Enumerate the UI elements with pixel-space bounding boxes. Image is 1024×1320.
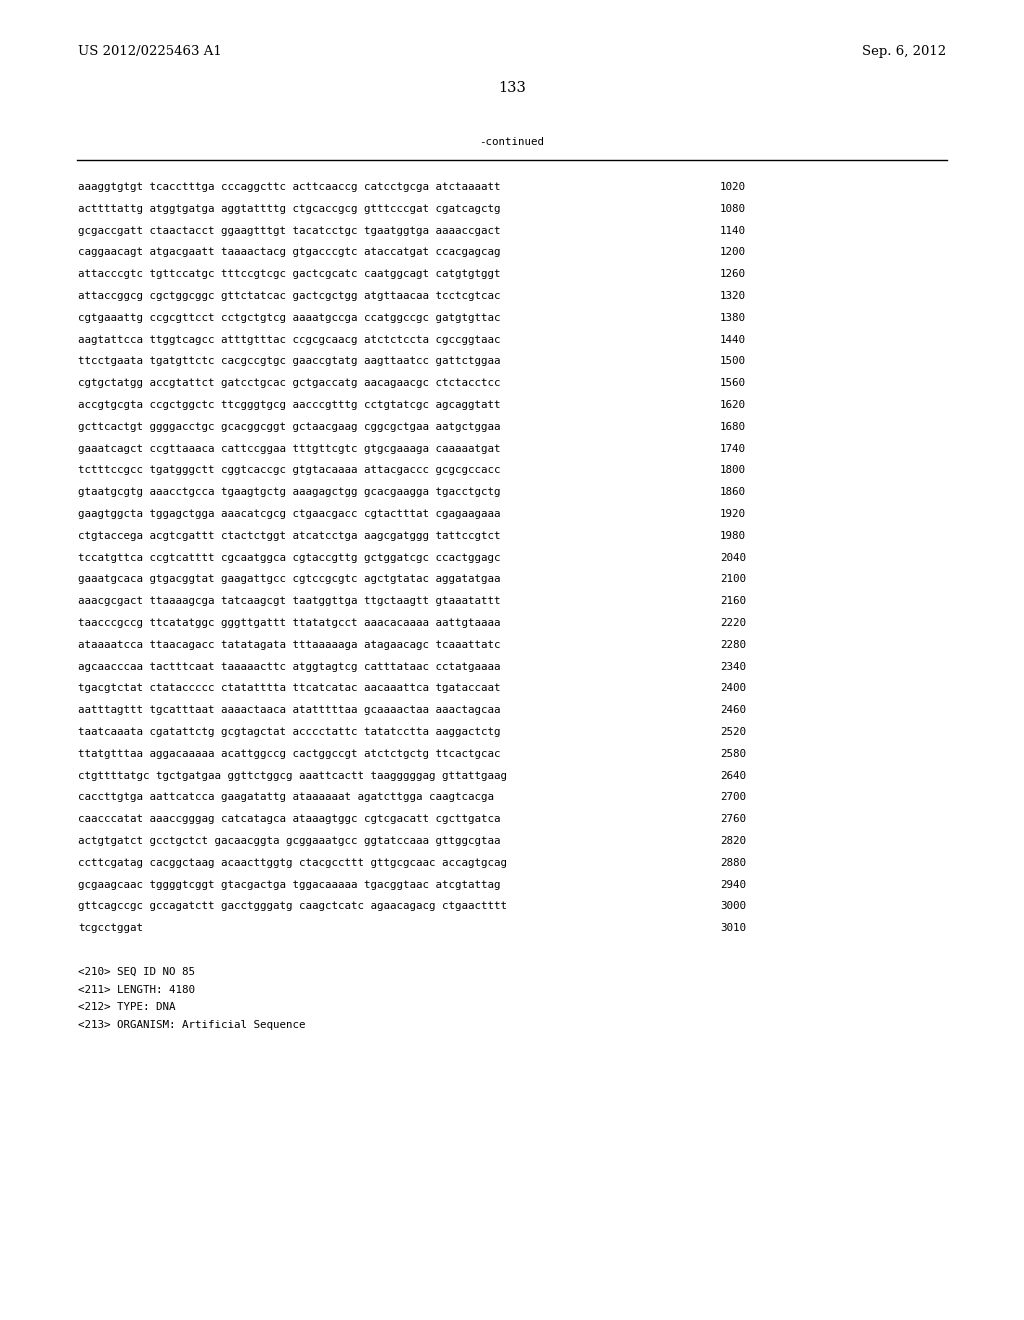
Text: <212> TYPE: DNA: <212> TYPE: DNA: [78, 1002, 175, 1012]
Text: aaacgcgact ttaaaagcga tatcaagcgt taatggttga ttgctaagtt gtaaatattt: aaacgcgact ttaaaagcga tatcaagcgt taatggt…: [78, 597, 501, 606]
Text: aatttagttt tgcatttaat aaaactaaca atatttttaa gcaaaactaa aaactagcaa: aatttagttt tgcatttaat aaaactaaca atatttt…: [78, 705, 501, 715]
Text: gcgaagcaac tggggtcggt gtacgactga tggacaaaaa tgacggtaac atcgtattag: gcgaagcaac tggggtcggt gtacgactga tggacaa…: [78, 879, 501, 890]
Text: 2640: 2640: [720, 771, 746, 780]
Text: gcgaccgatt ctaactacct ggaagtttgt tacatcctgc tgaatggtga aaaaccgact: gcgaccgatt ctaactacct ggaagtttgt tacatcc…: [78, 226, 501, 235]
Text: accgtgcgta ccgctggctc ttcgggtgcg aacccgtttg cctgtatcgc agcaggtatt: accgtgcgta ccgctggctc ttcgggtgcg aacccgt…: [78, 400, 501, 411]
Text: 2280: 2280: [720, 640, 746, 649]
Text: 3010: 3010: [720, 923, 746, 933]
Text: 1320: 1320: [720, 290, 746, 301]
Text: 1440: 1440: [720, 334, 746, 345]
Text: acttttattg atggtgatga aggtattttg ctgcaccgcg gtttcccgat cgatcagctg: acttttattg atggtgatga aggtattttg ctgcacc…: [78, 203, 501, 214]
Text: 1800: 1800: [720, 466, 746, 475]
Text: -continued: -continued: [479, 137, 545, 147]
Text: gtaatgcgtg aaacctgcca tgaagtgctg aaagagctgg gcacgaagga tgacctgctg: gtaatgcgtg aaacctgcca tgaagtgctg aaagagc…: [78, 487, 501, 498]
Text: <210> SEQ ID NO 85: <210> SEQ ID NO 85: [78, 968, 195, 977]
Text: 2460: 2460: [720, 705, 746, 715]
Text: 1500: 1500: [720, 356, 746, 367]
Text: Sep. 6, 2012: Sep. 6, 2012: [862, 45, 946, 58]
Text: attacccgtc tgttccatgc tttccgtcgc gactcgcatc caatggcagt catgtgtggt: attacccgtc tgttccatgc tttccgtcgc gactcgc…: [78, 269, 501, 280]
Text: 2520: 2520: [720, 727, 746, 737]
Text: 2700: 2700: [720, 792, 746, 803]
Text: cgtgctatgg accgtattct gatcctgcac gctgaccatg aacagaacgc ctctacctcc: cgtgctatgg accgtattct gatcctgcac gctgacc…: [78, 379, 501, 388]
Text: 1740: 1740: [720, 444, 746, 454]
Text: ataaaatcca ttaacagacc tatatagata tttaaaaaga atagaacagc tcaaattatc: ataaaatcca ttaacagacc tatatagata tttaaaa…: [78, 640, 501, 649]
Text: 1020: 1020: [720, 182, 746, 191]
Text: ttcctgaata tgatgttctc cacgccgtgc gaaccgtatg aagttaatcc gattctggaa: ttcctgaata tgatgttctc cacgccgtgc gaaccgt…: [78, 356, 501, 367]
Text: agcaacccaa tactttcaat taaaaacttc atggtagtcg catttataac cctatgaaaa: agcaacccaa tactttcaat taaaaacttc atggtag…: [78, 661, 501, 672]
Text: ccttcgatag cacggctaag acaacttggtg ctacgccttt gttgcgcaac accagtgcag: ccttcgatag cacggctaag acaacttggtg ctacgc…: [78, 858, 507, 867]
Text: <213> ORGANISM: Artificial Sequence: <213> ORGANISM: Artificial Sequence: [78, 1019, 305, 1030]
Text: 2220: 2220: [720, 618, 746, 628]
Text: 1200: 1200: [720, 247, 746, 257]
Text: 2580: 2580: [720, 748, 746, 759]
Text: 1620: 1620: [720, 400, 746, 411]
Text: 1680: 1680: [720, 422, 746, 432]
Text: tccatgttca ccgtcatttt cgcaatggca cgtaccgttg gctggatcgc ccactggagc: tccatgttca ccgtcatttt cgcaatggca cgtaccg…: [78, 553, 501, 562]
Text: tcgcctggat: tcgcctggat: [78, 923, 143, 933]
Text: 1080: 1080: [720, 203, 746, 214]
Text: caggaacagt atgacgaatt taaaactacg gtgacccgtc ataccatgat ccacgagcag: caggaacagt atgacgaatt taaaactacg gtgaccc…: [78, 247, 501, 257]
Text: 1560: 1560: [720, 379, 746, 388]
Text: 1920: 1920: [720, 510, 746, 519]
Text: taacccgccg ttcatatggc gggttgattt ttatatgcct aaacacaaaa aattgtaaaa: taacccgccg ttcatatggc gggttgattt ttatatg…: [78, 618, 501, 628]
Text: ctgtaccega acgtcgattt ctactctggt atcatcctga aagcgatggg tattccgtct: ctgtaccega acgtcgattt ctactctggt atcatcc…: [78, 531, 501, 541]
Text: 1980: 1980: [720, 531, 746, 541]
Text: gaagtggcta tggagctgga aaacatcgcg ctgaacgacc cgtactttat cgagaagaaa: gaagtggcta tggagctgga aaacatcgcg ctgaacg…: [78, 510, 501, 519]
Text: attaccggcg cgctggcggc gttctatcac gactcgctgg atgttaacaa tcctcgtcac: attaccggcg cgctggcggc gttctatcac gactcgc…: [78, 290, 501, 301]
Text: actgtgatct gcctgctct gacaacggta gcggaaatgcc ggtatccaaa gttggcgtaa: actgtgatct gcctgctct gacaacggta gcggaaat…: [78, 836, 501, 846]
Text: ttatgtttaa aggacaaaaa acattggccg cactggccgt atctctgctg ttcactgcac: ttatgtttaa aggacaaaaa acattggccg cactggc…: [78, 748, 501, 759]
Text: 2400: 2400: [720, 684, 746, 693]
Text: 2820: 2820: [720, 836, 746, 846]
Text: gaaatgcaca gtgacggtat gaagattgcc cgtccgcgtc agctgtatac aggatatgaa: gaaatgcaca gtgacggtat gaagattgcc cgtccgc…: [78, 574, 501, 585]
Text: 2040: 2040: [720, 553, 746, 562]
Text: 133: 133: [498, 81, 526, 95]
Text: 2160: 2160: [720, 597, 746, 606]
Text: gcttcactgt ggggacctgc gcacggcggt gctaacgaag cggcgctgaa aatgctggaa: gcttcactgt ggggacctgc gcacggcggt gctaacg…: [78, 422, 501, 432]
Text: gttcagccgc gccagatctt gacctgggatg caagctcatc agaacagacg ctgaactttt: gttcagccgc gccagatctt gacctgggatg caagct…: [78, 902, 507, 911]
Text: US 2012/0225463 A1: US 2012/0225463 A1: [78, 45, 222, 58]
Text: tctttccgcc tgatgggctt cggtcaccgc gtgtacaaaa attacgaccc gcgcgccacc: tctttccgcc tgatgggctt cggtcaccgc gtgtaca…: [78, 466, 501, 475]
Text: 1140: 1140: [720, 226, 746, 235]
Text: aagtattcca ttggtcagcc atttgtttac ccgcgcaacg atctctccta cgccggtaac: aagtattcca ttggtcagcc atttgtttac ccgcgca…: [78, 334, 501, 345]
Text: 2340: 2340: [720, 661, 746, 672]
Text: aaaggtgtgt tcacctttga cccaggcttc acttcaaccg catcctgcga atctaaaatt: aaaggtgtgt tcacctttga cccaggcttc acttcaa…: [78, 182, 501, 191]
Text: 2760: 2760: [720, 814, 746, 824]
Text: caccttgtga aattcatcca gaagatattg ataaaaaat agatcttgga caagtcacga: caccttgtga aattcatcca gaagatattg ataaaaa…: [78, 792, 494, 803]
Text: 2940: 2940: [720, 879, 746, 890]
Text: gaaatcagct ccgttaaaca cattccggaa tttgttcgtc gtgcgaaaga caaaaatgat: gaaatcagct ccgttaaaca cattccggaa tttgttc…: [78, 444, 501, 454]
Text: 1380: 1380: [720, 313, 746, 323]
Text: ctgttttatgc tgctgatgaa ggttctggcg aaattcactt taagggggag gttattgaag: ctgttttatgc tgctgatgaa ggttctggcg aaattc…: [78, 771, 507, 780]
Text: taatcaaata cgatattctg gcgtagctat acccctattc tatatcctta aaggactctg: taatcaaata cgatattctg gcgtagctat accccta…: [78, 727, 501, 737]
Text: 2100: 2100: [720, 574, 746, 585]
Text: 1860: 1860: [720, 487, 746, 498]
Text: 1260: 1260: [720, 269, 746, 280]
Text: caacccatat aaaccgggag catcatagca ataaagtggc cgtcgacatt cgcttgatca: caacccatat aaaccgggag catcatagca ataaagt…: [78, 814, 501, 824]
Text: tgacgtctat ctataccccc ctatatttta ttcatcatac aacaaattca tgataccaat: tgacgtctat ctataccccc ctatatttta ttcatca…: [78, 684, 501, 693]
Text: cgtgaaattg ccgcgttcct cctgctgtcg aaaatgccga ccatggccgc gatgtgttac: cgtgaaattg ccgcgttcct cctgctgtcg aaaatgc…: [78, 313, 501, 323]
Text: 2880: 2880: [720, 858, 746, 867]
Text: <211> LENGTH: 4180: <211> LENGTH: 4180: [78, 985, 195, 994]
Text: 3000: 3000: [720, 902, 746, 911]
